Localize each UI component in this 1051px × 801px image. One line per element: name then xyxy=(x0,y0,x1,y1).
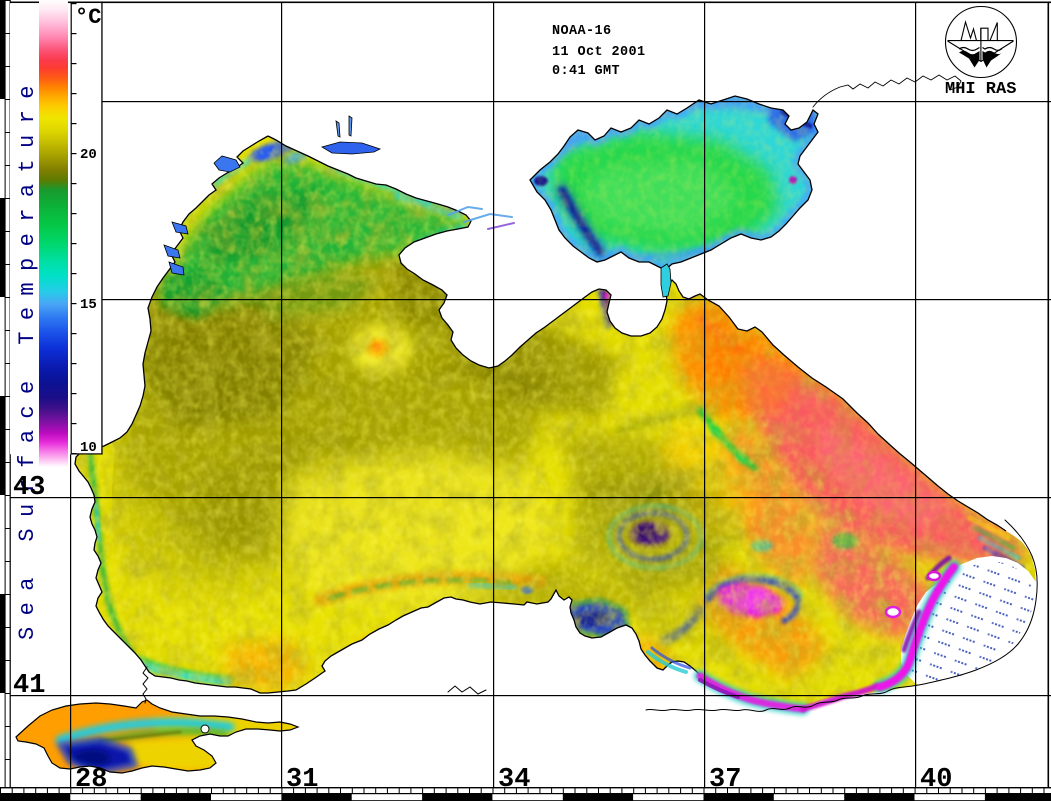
svg-text:20: 20 xyxy=(80,147,97,163)
svg-text:10: 10 xyxy=(80,440,97,456)
svg-text:11 Oct 2001: 11 Oct 2001 xyxy=(552,45,646,60)
svg-text:37: 37 xyxy=(709,765,741,795)
svg-text:°C: °C xyxy=(75,5,101,30)
svg-text:0:41 GMT: 0:41 GMT xyxy=(552,64,620,79)
svg-text:31: 31 xyxy=(286,765,318,795)
svg-text:15: 15 xyxy=(80,297,97,313)
svg-text:34: 34 xyxy=(498,765,530,795)
svg-text:43: 43 xyxy=(13,473,45,503)
svg-text:NOAA-16: NOAA-16 xyxy=(552,24,612,39)
svg-text:28: 28 xyxy=(75,765,107,795)
svg-text:MHI RAS: MHI RAS xyxy=(945,80,1016,99)
svg-text:40: 40 xyxy=(920,765,952,795)
svg-text:Sea Surface Temperature: Sea Surface Temperature xyxy=(15,74,40,640)
svg-text:41: 41 xyxy=(13,671,45,701)
